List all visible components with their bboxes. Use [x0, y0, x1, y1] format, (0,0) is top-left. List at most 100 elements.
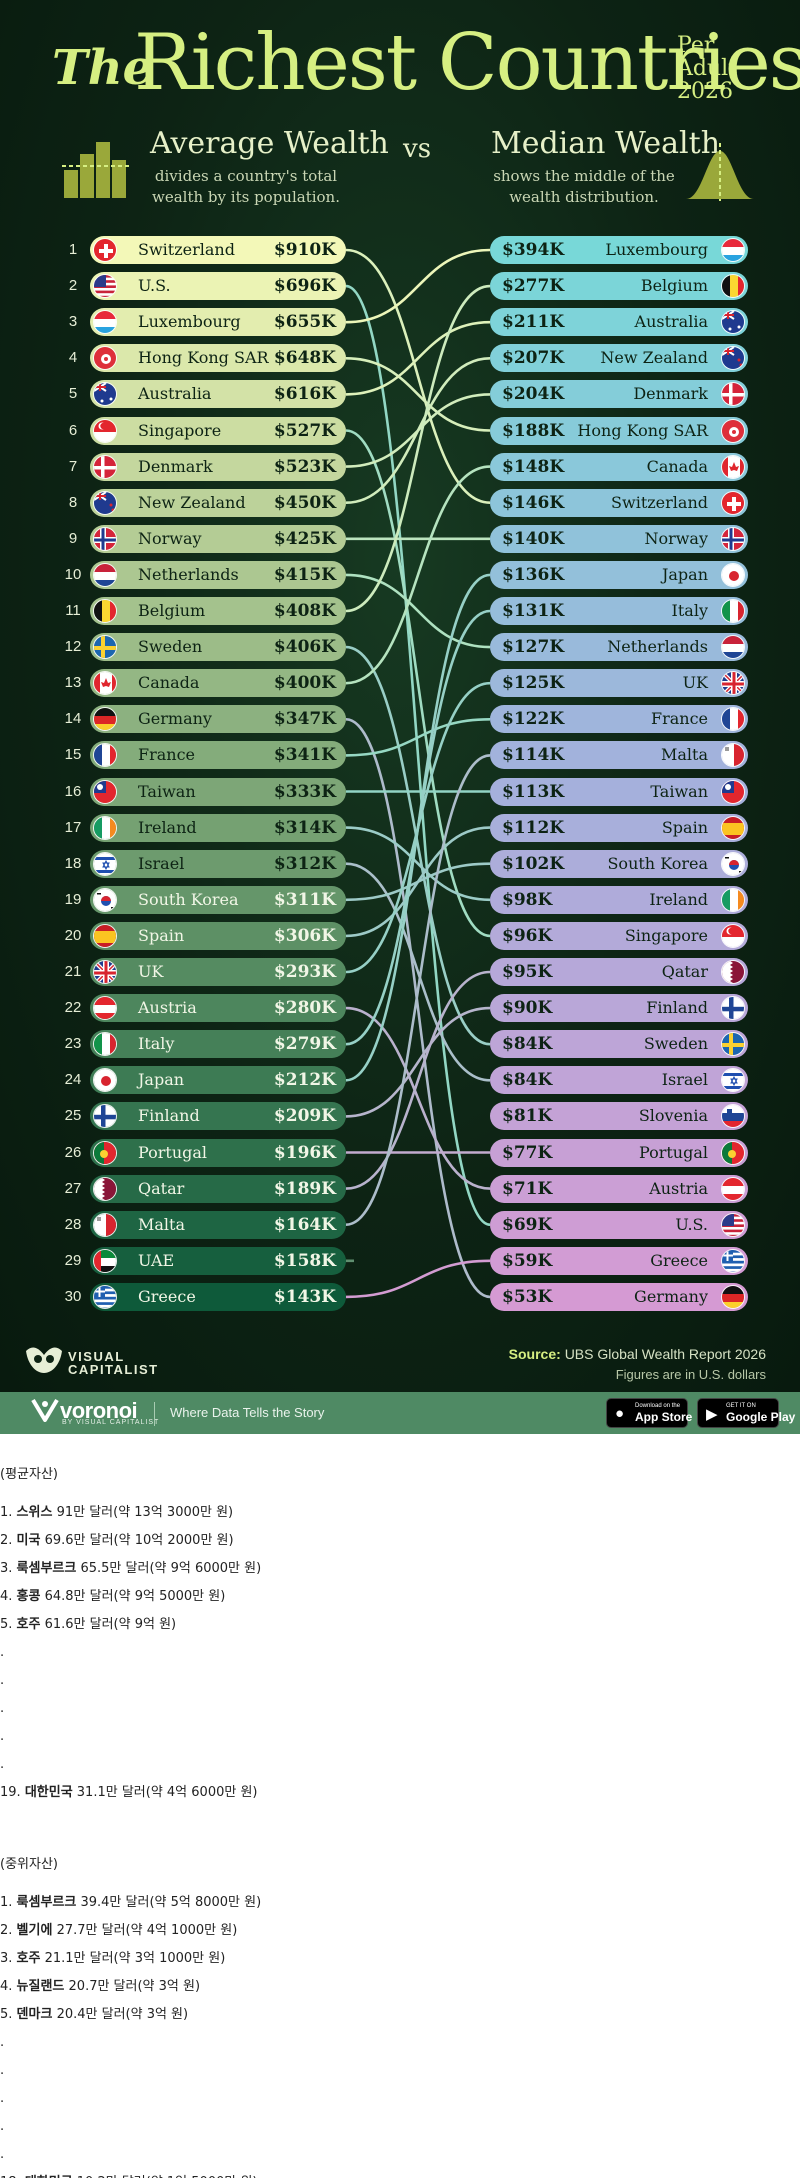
flag-slovenia-icon [721, 1104, 745, 1129]
average-value-label: $406K [273, 637, 336, 658]
connector-line [345, 609, 491, 1046]
korean-rank-item: 5. 호주 61.6만 달러(약 9억 원) [0, 1615, 176, 1635]
flag-netherlands-icon [93, 562, 117, 587]
median-country-label: Portugal [638, 1142, 708, 1162]
flag-austria-icon [721, 1176, 745, 1201]
average-wealth-bar: Ireland $314K [90, 813, 346, 842]
page-title: Richest Countries [134, 18, 800, 108]
flag-canada-icon [721, 454, 745, 479]
average-value-label: $209K [273, 1106, 336, 1127]
voronoi-wordmark[interactable]: voronoi [60, 1398, 138, 1423]
average-country-label: Ireland [138, 817, 197, 837]
flag-uae-icon [93, 1248, 117, 1273]
connector-line [345, 573, 491, 1082]
average-value-label: $280K [273, 998, 336, 1019]
average-country-label: France [138, 745, 196, 765]
voronoi-tagline: Where Data Tells the Story [170, 1405, 325, 1420]
average-country-label: Germany [138, 709, 212, 729]
flag-norway-icon [93, 526, 117, 551]
average-rank-label: 1 [68, 241, 78, 258]
average-wealth-bar: Singapore $527K [90, 416, 346, 445]
amount-text: 10.2만 달러(약 1억 5000만 원) [73, 2175, 258, 2178]
average-wealth-bar: Italy $279K [90, 1030, 346, 1059]
flag-denmark-icon [93, 454, 117, 479]
average-country-label: Luxembourg [138, 312, 241, 332]
connector-line [345, 465, 491, 685]
rank-prefix: 19. [0, 1785, 25, 1800]
units-note: Figures are in U.S. dollars [615, 1367, 766, 1382]
median-value-label: $96K [502, 925, 553, 946]
flag-germany-icon [721, 1284, 745, 1309]
korean-rank-item: 1. 룩셈부르크 39.4만 달러(약 5억 8000만 원) [0, 1893, 261, 1913]
median-country-label: South Korea [607, 853, 708, 873]
average-value-label: $333K [273, 781, 336, 802]
median-country-label: Denmark [633, 384, 708, 404]
flag-spain-icon [721, 815, 745, 840]
average-rank-label: 19 [64, 890, 82, 908]
median-wealth-bar: $59K Greece [490, 1246, 748, 1275]
median-wealth-bar: $207K New Zealand [490, 344, 748, 373]
ellipsis-dot: . [0, 1755, 4, 1775]
average-wealth-bar: Israel $312K [90, 849, 346, 878]
average-rank-label: 2 [68, 277, 78, 295]
median-value-label: $207K [502, 348, 565, 369]
average-value-label: $648K [273, 348, 336, 369]
average-value-label: $279K [273, 1034, 336, 1055]
korean-rank-item: 5. 덴마크 20.4만 달러(약 3억 원) [0, 2005, 188, 2025]
korean-heading: (평균자산) [0, 1465, 58, 1485]
median-value-label: $136K [502, 564, 565, 585]
average-rank-label: 17 [64, 818, 82, 836]
median-wealth-bar: $211K Australia [490, 308, 748, 337]
korean-rank-item: 1. 스위스 91만 달러(약 13억 3000만 원) [0, 1503, 233, 1523]
source-text: UBS Global Wealth Report 2026 [564, 1346, 766, 1362]
average-wealth-bar: Germany $347K [90, 705, 346, 734]
google-play-button[interactable]: ▶ GET IT ON Google Play [697, 1398, 795, 1428]
flag-uk-icon [93, 960, 117, 984]
average-desc-line: divides a country's total [154, 167, 338, 185]
median-value-label: $84K [502, 1034, 553, 1055]
median-wealth-bar: $112K Spain [490, 813, 748, 842]
median-country-label: Netherlands [607, 637, 708, 657]
rank-prefix: 3. [0, 1561, 17, 1576]
median-wealth-bar: $277K Belgium [490, 272, 748, 301]
average-value-label: $293K [273, 962, 336, 982]
average-value-label: $450K [273, 492, 336, 513]
average-wealth-bar: Spain $306K [90, 921, 346, 950]
median-value-label: $77K [502, 1142, 553, 1163]
app-store-button[interactable]: ● Download on the App Store [606, 1398, 692, 1428]
average-rank-label: 15 [64, 746, 82, 764]
voronoi-logo-icon[interactable] [30, 1396, 60, 1422]
average-value-label: $910K [273, 240, 336, 260]
median-value-label: $148K [502, 456, 565, 477]
title-the: The [52, 40, 154, 96]
flag-uk-icon [721, 671, 745, 696]
title-side: Per Adult 2026 [677, 34, 757, 103]
average-wealth-bar: Japan $212K [90, 1066, 346, 1095]
bell-curve-icon [686, 143, 754, 201]
flag-us-icon [721, 1212, 745, 1237]
average-wealth-bar: Hong Kong SAR $648K [90, 344, 346, 373]
average-wealth-bar: Austria $280K [90, 994, 346, 1023]
title-side-year: 2026 [677, 79, 733, 104]
korean-rank-item: 3. 룩셈부르크 65.5만 달러(약 9억 6000만 원) [0, 1559, 261, 1579]
flag-finland-icon [721, 996, 745, 1021]
median-value-label: $140K [502, 528, 565, 549]
amount-text: 27.7만 달러(약 4억 1000만 원) [52, 1923, 238, 1938]
average-country-label: UK [138, 962, 164, 981]
average-value-label: $311K [273, 889, 336, 910]
connector-line [345, 284, 491, 1226]
amount-text: 31.1만 달러(약 4억 6000만 원) [72, 1785, 258, 1800]
average-country-label: Canada [138, 673, 200, 693]
average-country-label: U.S. [138, 276, 171, 296]
flag-taiwan-icon [93, 779, 117, 804]
average-country-label: Israel [138, 853, 185, 873]
average-value-label: $189K [273, 1178, 336, 1199]
median-country-label: Greece [650, 1250, 708, 1270]
average-rank-label: 30 [64, 1287, 82, 1305]
brand-line: VISUAL [68, 1349, 125, 1364]
korean-korea-item: 19. 대한민국 31.1만 달러(약 4억 6000만 원) [0, 1783, 257, 1803]
amount-text: 21.1만 달러(약 3억 1000만 원) [40, 1951, 226, 1966]
ellipsis-dot-text: . [0, 1673, 5, 1688]
source-label: Source: [508, 1346, 561, 1362]
flag-malta-icon [93, 1212, 117, 1237]
